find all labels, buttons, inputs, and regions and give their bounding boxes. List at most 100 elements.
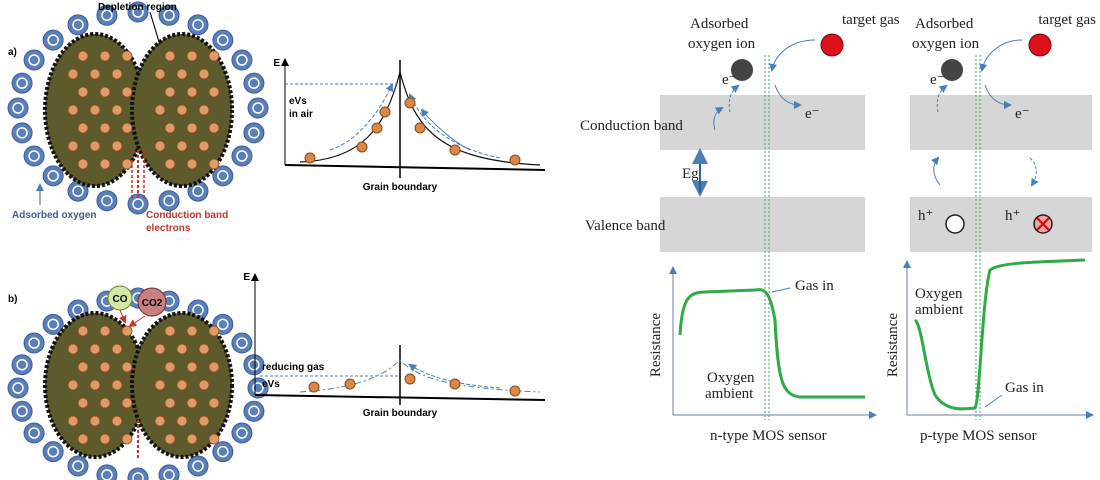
electron <box>89 104 101 116</box>
electron <box>99 86 111 98</box>
oxygen-ion <box>11 400 33 422</box>
oxygen-ion-core <box>217 34 229 46</box>
electron <box>198 379 210 391</box>
electron <box>176 140 188 152</box>
oxygen-ion-core <box>248 127 260 139</box>
electron <box>111 379 123 391</box>
oxygen-ion <box>42 441 64 463</box>
oxygen-ion-core <box>101 194 113 207</box>
oxygen-ion <box>127 1 149 23</box>
electron <box>164 86 176 98</box>
electron <box>77 50 89 62</box>
oxygen-ion-core <box>101 9 113 22</box>
resistance-plots <box>669 258 1094 419</box>
oxygen-ion-core <box>252 382 264 394</box>
oxygen-ion <box>243 354 265 376</box>
axis-label: Resistance <box>885 313 901 377</box>
electron <box>154 379 166 391</box>
oxygen-ion-core <box>28 54 40 66</box>
electron <box>67 68 79 80</box>
electron <box>176 379 188 391</box>
oxygen-ion <box>247 377 269 399</box>
electron <box>121 86 133 98</box>
label: h⁺ <box>918 208 933 224</box>
energy-electrons-b <box>308 373 521 397</box>
oxygen-ion <box>96 464 118 480</box>
electron <box>77 397 89 409</box>
label: target gas <box>1038 12 1096 28</box>
oxygen-ion-core <box>217 318 229 331</box>
electron <box>198 68 210 80</box>
electron <box>67 379 79 391</box>
label: eVs <box>262 379 280 390</box>
label: e⁻ <box>805 106 820 122</box>
band-diagram <box>660 33 1092 420</box>
electron <box>198 343 210 355</box>
oxygen-ion-core <box>236 337 248 349</box>
oxygen-ion <box>231 422 253 444</box>
electron <box>164 361 176 373</box>
label: Oxygen <box>915 286 963 302</box>
label: Gas in <box>1005 380 1044 396</box>
oxygen-ion <box>7 377 29 399</box>
electron <box>164 433 176 445</box>
oxygen-ion-core <box>132 472 144 480</box>
oxygen-ion <box>42 165 64 187</box>
electron <box>208 361 220 373</box>
oxygen-ion <box>127 467 149 480</box>
oxygen-ion-core <box>28 150 40 162</box>
oxygen-ion <box>187 455 209 477</box>
electron <box>186 325 198 337</box>
oxygen-ion-core <box>72 185 84 197</box>
label: Grain boundary <box>363 182 438 193</box>
oxygen-ion-core <box>163 194 175 207</box>
oxygen-ion <box>127 193 149 215</box>
electron <box>208 86 220 98</box>
energy-a <box>281 58 546 178</box>
oxygen-ion-core <box>47 318 59 331</box>
electron <box>186 122 198 134</box>
electron <box>111 343 123 355</box>
electron <box>121 158 133 170</box>
oxygen-ion <box>231 49 253 71</box>
electron <box>99 361 111 373</box>
label: Conduction band <box>146 210 228 221</box>
label: Eg <box>682 166 699 182</box>
label: Adsorbed oxygen <box>12 210 96 221</box>
oxygen-ion <box>187 14 209 36</box>
label: h⁺ <box>1005 208 1020 224</box>
label: ambient <box>705 386 754 402</box>
electron <box>176 415 188 427</box>
label: oxygen ion <box>912 36 980 52</box>
oxygen-ion-core <box>16 405 28 418</box>
electron <box>176 68 188 80</box>
electron <box>67 140 79 152</box>
electron <box>77 433 89 445</box>
oxygen-ion <box>23 422 45 444</box>
electron <box>67 415 79 427</box>
oxygen-ion <box>243 122 265 144</box>
electron <box>208 50 220 62</box>
electron <box>164 50 176 62</box>
oxygen-ion <box>23 49 45 71</box>
electron <box>186 361 198 373</box>
oxygen-ion <box>11 72 33 94</box>
oxygen-ion <box>67 455 89 477</box>
electron <box>121 122 133 134</box>
oxygen-ion-core <box>28 337 40 349</box>
oxygen-ion <box>11 122 33 144</box>
electron <box>99 397 111 409</box>
oxygen-ion-core <box>248 77 260 89</box>
label: Depletion region <box>98 2 177 13</box>
electron <box>99 50 111 62</box>
oxygen-ion <box>231 145 253 167</box>
oxygen-ion <box>42 313 64 335</box>
electron <box>99 433 111 445</box>
electron <box>89 343 101 355</box>
oxygen-ion-core <box>132 6 144 18</box>
electron <box>67 104 79 116</box>
electron <box>77 325 89 337</box>
oxygen-ion-core <box>72 19 84 31</box>
electron <box>77 122 89 134</box>
